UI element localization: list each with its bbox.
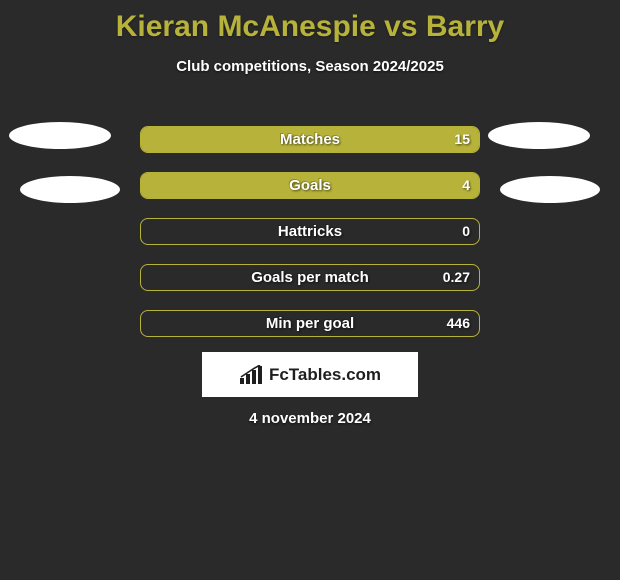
bar-track: [140, 172, 480, 199]
decorative-ellipse: [500, 176, 600, 203]
bar-track: [140, 126, 480, 153]
stat-row: Min per goal446: [0, 299, 620, 345]
bar-track: [140, 310, 480, 337]
stat-row: Hattricks0: [0, 207, 620, 253]
brand-logo-icon: [239, 365, 263, 385]
page-title: Kieran McAnespie vs Barry: [0, 0, 620, 44]
bar-track: [140, 218, 480, 245]
brand-badge: FcTables.com: [202, 352, 418, 397]
decorative-ellipse: [488, 122, 590, 149]
bar-track: [140, 264, 480, 291]
decorative-ellipse: [9, 122, 111, 149]
bar-fill: [141, 173, 479, 198]
date-label: 4 november 2024: [0, 410, 620, 427]
subtitle: Club competitions, Season 2024/2025: [0, 58, 620, 75]
decorative-ellipse: [20, 176, 120, 203]
stat-row: Goals per match0.27: [0, 253, 620, 299]
brand-text: FcTables.com: [269, 365, 381, 385]
bar-fill: [141, 127, 479, 152]
stats-rows: Matches15Goals4Hattricks0Goals per match…: [0, 115, 620, 345]
